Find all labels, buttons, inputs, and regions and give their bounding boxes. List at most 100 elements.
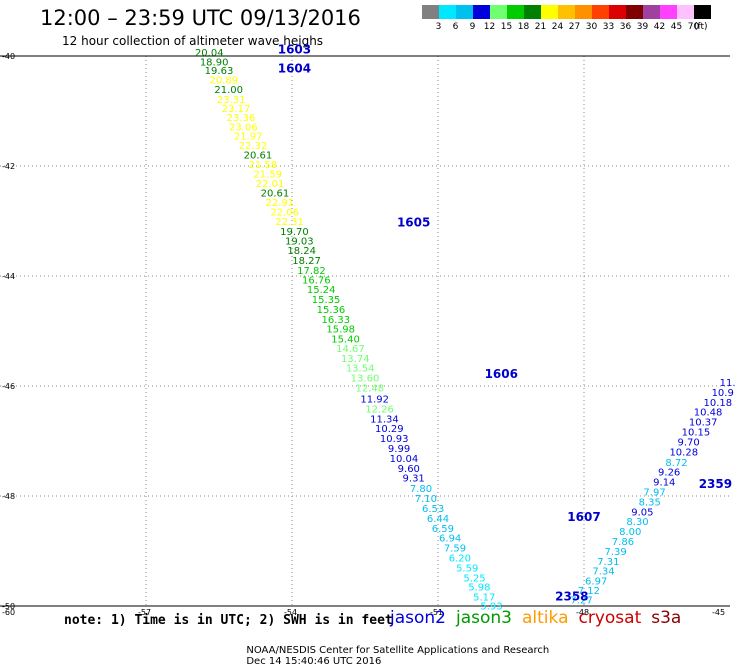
scale-label: 6 [452, 22, 459, 32]
swh-value-label: 12.48 [356, 384, 385, 395]
swh-value-label: 13.60 [351, 374, 380, 385]
swh-value-label: 19.03 [285, 237, 314, 248]
scale-swatch [473, 5, 490, 19]
scale-swatch [507, 5, 524, 19]
time-mark-label: 1604 [278, 62, 311, 76]
swh-value-label: 23.36 [227, 113, 256, 124]
swh-value-label: 21.58 [248, 160, 277, 171]
swh-value-label: 23.06 [229, 122, 258, 133]
swh-value-label: 9.31 [403, 474, 425, 485]
lon-tick-label: -48 [576, 608, 589, 617]
swh-value-label: 6.44 [427, 514, 449, 525]
scale-swatch [660, 5, 677, 19]
swh-value-label: 9.70 [678, 437, 700, 448]
swh-value-label: 5.25 [463, 573, 485, 584]
scale-swatch [609, 5, 626, 19]
swh-value-label: 7.10 [415, 494, 437, 505]
lon-tick-label: -45 [712, 608, 725, 617]
swh-value-label: 18.90 [200, 57, 229, 68]
map-title: 12:00 – 23:59 UTC 09/13/2016 [40, 6, 361, 30]
scale-label: 9 [469, 22, 476, 32]
scale-label: 12 [483, 22, 496, 32]
swh-value-label: 14.67 [336, 344, 365, 355]
scale-swatch [439, 5, 456, 19]
scale-label: 21 [534, 22, 547, 32]
time-mark-label: 1606 [485, 367, 518, 381]
swh-value-label: 10.48 [694, 408, 723, 419]
lat-tick-label: -40 [2, 52, 15, 61]
swh-value-label: 5.93 [480, 601, 502, 612]
legend-s3a: s3a [651, 608, 682, 628]
swh-value-label: 21.00 [214, 85, 243, 96]
lon-tick-label: -51 [430, 608, 443, 617]
swh-value-label: 7.97 [643, 487, 665, 498]
scale-swatch [541, 5, 558, 19]
footer: NOAA/NESDIS Center for Satellite Applica… [240, 634, 569, 667]
swh-value-label: 8.72 [665, 458, 687, 469]
scale-swatch [490, 5, 507, 19]
swh-value-label: 5.98 [468, 583, 490, 594]
swh-value-label: 7.27 [570, 595, 592, 606]
swh-value-label: 11.92 [360, 395, 389, 406]
swh-value-label: 10.29 [375, 424, 404, 435]
swh-value-label: 5.59 [456, 563, 478, 574]
scale-swatch [456, 5, 473, 19]
swh-value-label: 22.01 [256, 179, 285, 190]
swh-value-label: 10.28 [669, 447, 698, 458]
swh-value-label: 6.53 [422, 504, 444, 515]
swh-value-label: 19.70 [280, 227, 309, 238]
scale-swatch [422, 5, 439, 19]
swh-value-label: 6.20 [449, 553, 471, 564]
legend-jason2: jason2 [390, 608, 446, 628]
swh-value-label: 9.26 [658, 468, 680, 479]
swh-value-label: 20.04 [195, 48, 224, 59]
scale-label: 27 [568, 22, 581, 32]
swh-value-label: 15.24 [307, 285, 336, 296]
swh-value-label: 7.86 [612, 537, 634, 548]
swh-value-label: 7.39 [605, 547, 627, 558]
swh-value-label: 7.80 [410, 484, 432, 495]
scale-unit: (ft) [694, 22, 708, 32]
footer-source: NOAA/NESDIS Center for Satellite Applica… [246, 645, 550, 656]
scale-label: 18 [517, 22, 530, 32]
swh-value-label: 13.54 [346, 364, 375, 375]
scale-swatch [626, 5, 643, 19]
swh-value-label: 22.31 [275, 217, 304, 228]
lat-tick-label: -46 [2, 382, 15, 391]
swh-value-label: 5.17 [473, 593, 495, 604]
scale-swatch [524, 5, 541, 19]
swh-value-label: 10.18 [704, 398, 733, 409]
swh-value-label: 23.31 [217, 95, 246, 106]
time-mark-label: 2359 [699, 477, 732, 491]
scale-label: 30 [585, 22, 598, 32]
swh-value-label: 8.00 [619, 527, 641, 538]
swh-value-label: 23.17 [222, 104, 251, 115]
note-text: note: 1) Time is in UTC; 2) SWH is in fe… [64, 613, 393, 628]
scale-swatch [558, 5, 575, 19]
lat-tick-label: -50 [2, 602, 15, 611]
scale-label: 45 [670, 22, 683, 32]
scale-swatch [575, 5, 592, 19]
swh-value-label: 15.40 [331, 335, 360, 346]
swh-value-label: 9.99 [388, 444, 410, 455]
swh-value-label: 11.34 [370, 414, 399, 425]
swh-value-label: 6.59 [432, 524, 454, 535]
swh-value-label: 9.60 [398, 464, 420, 475]
swh-value-label: 15.35 [312, 295, 341, 306]
swh-value-label: 20.89 [210, 76, 239, 87]
footer-timestamp: Dec 14 15:40:46 UTC 2016 [246, 656, 382, 667]
scale-swatch [694, 5, 711, 19]
swh-value-label: 20.61 [261, 188, 290, 199]
swh-value-label: 15.98 [326, 325, 355, 336]
scale-swatch [677, 5, 694, 19]
lon-tick-label: -60 [2, 608, 15, 617]
swh-value-label: 6.97 [585, 577, 607, 588]
lon-tick-label: -54 [284, 608, 297, 617]
swh-value-label: 8.35 [639, 497, 661, 508]
legend-cryosat: cryosat [578, 608, 642, 628]
legend-altika: altika [522, 608, 569, 628]
scale-label: 39 [636, 22, 649, 32]
swh-value-label: 7.31 [597, 557, 619, 568]
swh-value-label: 10.9 [712, 388, 734, 399]
swh-value-label: 7.34 [592, 567, 614, 578]
